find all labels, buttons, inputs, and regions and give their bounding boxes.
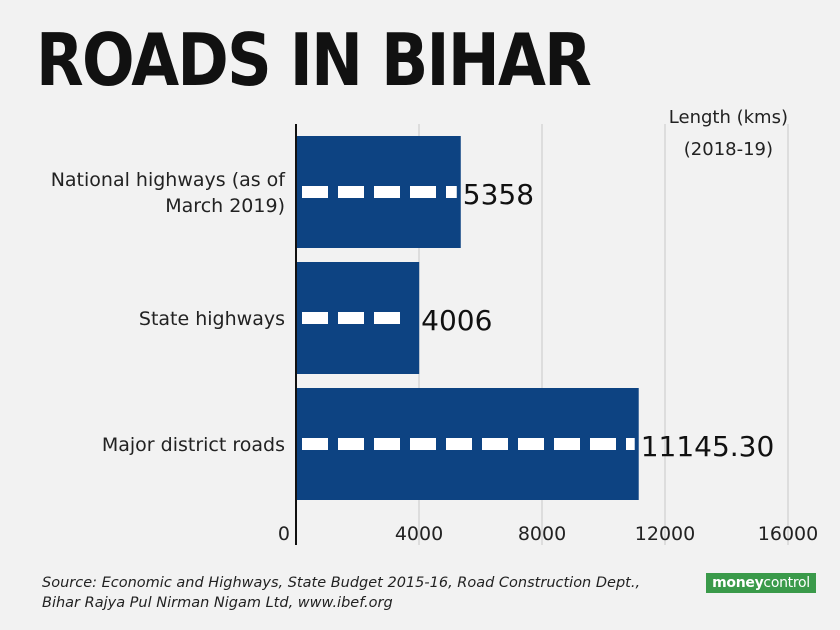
road-dash-1-1	[338, 312, 364, 324]
road-dash-2-9	[626, 438, 635, 450]
road-dash-0-2	[374, 186, 400, 198]
value-label-0: 5358	[463, 178, 534, 211]
road-dash-2-7	[554, 438, 580, 450]
road-dash-0-3	[410, 186, 436, 198]
category-label-1-0: State highways	[139, 308, 285, 330]
road-dash-2-4	[446, 438, 472, 450]
road-dash-0-4	[446, 186, 457, 198]
value-label-2: 11145.30	[641, 430, 775, 463]
x-tick-label-8000: 8000	[518, 523, 566, 545]
road-dash-0-1	[338, 186, 364, 198]
x-tick-label-0: 0	[278, 523, 290, 545]
road-dash-0-0	[302, 186, 328, 198]
source-note: Source: Economic and Highways, State Bud…	[42, 573, 640, 613]
road-dash-2-3	[410, 438, 436, 450]
category-label-0-0: National highways (as of	[51, 169, 287, 191]
value-axis-label-line1: Length (kms)	[668, 107, 788, 128]
logo-part2: control	[763, 575, 810, 591]
chart-title: ROADS IN BIHAR	[36, 18, 592, 102]
value-axis-label: Length (kms) (2018-19)	[669, 102, 788, 166]
road-dash-2-2	[374, 438, 400, 450]
value-label-1: 4006	[421, 304, 492, 337]
logo-part1: money	[712, 575, 764, 591]
road-dash-2-8	[590, 438, 616, 450]
category-label-0-1: March 2019)	[165, 195, 285, 217]
source-line1: Source: Economic and Highways, State Bud…	[42, 575, 641, 591]
x-tick-label-4000: 4000	[395, 523, 443, 545]
road-dash-2-0	[302, 438, 328, 450]
road-dash-2-5	[482, 438, 508, 450]
road-dash-1-0	[302, 312, 328, 324]
value-axis-label-line2: (2018-19)	[683, 139, 774, 160]
road-dash-1-2	[374, 312, 400, 324]
category-label-2-0: Major district roads	[102, 434, 285, 456]
road-dash-2-1	[338, 438, 364, 450]
x-tick-label-16000: 16000	[758, 523, 818, 545]
road-dash-2-6	[518, 438, 544, 450]
x-tick-label-12000: 12000	[635, 523, 695, 545]
moneycontrol-logo: money control	[706, 573, 816, 593]
source-line2: Bihar Rajya Pul Nirman Nigam Ltd, www.ib…	[42, 595, 393, 611]
